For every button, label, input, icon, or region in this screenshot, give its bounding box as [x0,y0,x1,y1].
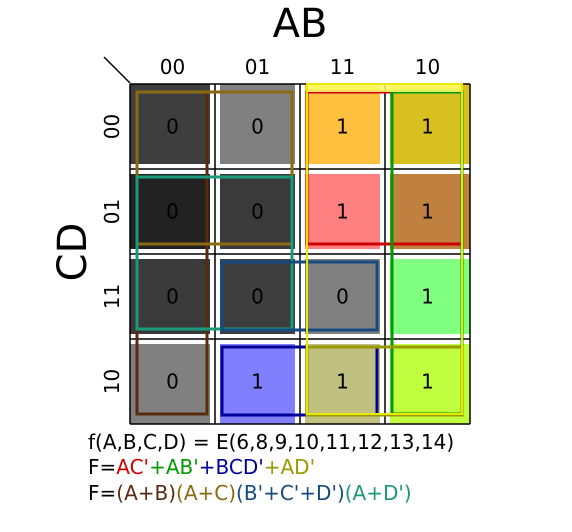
column-header-01: 01 [245,55,270,79]
group-ad-prime-top-band [307,84,462,92]
column-header-00: 00 [160,55,185,79]
cell-bg-r2-c1 [215,254,300,339]
cell-value-r0-c2: 1 [336,115,349,139]
pos-term-1: (A+B) [116,481,177,505]
cell-bg-r1-c0 [130,169,215,254]
cell-value-r1-c0: 0 [166,200,179,224]
cell-bg-r3-c3 [385,339,470,424]
cell-value-r2-c2: 0 [336,285,349,309]
group-b-c-d [220,260,379,332]
cell-bg-r2-c2 [300,254,385,339]
sop-term-2: +AB' [149,455,199,479]
groups-layer [135,83,464,417]
cell-bg-r3-c2 [300,339,385,424]
sop-formula: F=AC'+AB'+BCD'+AD' [88,455,315,479]
cell-value-r3-c0: 0 [166,370,179,394]
column-header-11: 11 [330,55,355,79]
cell-value-r2-c3: 1 [421,285,434,309]
variable-label-cd: CD [50,223,96,282]
column-header-10: 10 [415,55,440,79]
cell-value-r3-c1: 1 [251,370,264,394]
cell-bg-r1-c1 [215,169,300,254]
cell-value-r3-c2: 1 [336,370,349,394]
cell-value-r0-c1: 0 [251,115,264,139]
cell-bg-r2-c0 [130,254,215,339]
group-a-plus-c [135,90,294,246]
cell-value-r0-c0: 0 [166,115,179,139]
group-ad-prime-wrap [306,83,463,415]
cell-value-r2-c0: 0 [166,285,179,309]
cell-bg-r0-c1 [215,84,300,169]
cell-bg-r0-c2 [300,84,385,169]
function-definition: f(A,B,C,D) = E(6,8,9,10,11,12,13,14) [88,430,455,454]
group-a-plus-d [135,175,294,331]
pos-term-3: (B'+C'+D') [236,481,345,505]
sop-term-1: AC' [116,455,150,479]
row-header-11: 11 [100,284,124,309]
cell-bg-r3-c1 [215,339,300,424]
cell-value-r1-c1: 0 [251,200,264,224]
cell-bg-r0-c3 [385,84,470,169]
row-header-00: 00 [100,114,124,139]
cell-value-r0-c3: 1 [421,115,434,139]
corner-diagonal [103,56,131,84]
cell-bg-r3-c0 [130,339,215,424]
cell-value-r3-c3: 1 [421,370,434,394]
grid-layer [129,83,471,425]
cell-value-r2-c1: 0 [251,285,264,309]
row-header-10: 10 [100,369,124,394]
cell-bg-r2-c3 [385,254,470,339]
cell-bg-r1-c3 [385,169,470,254]
cell-bg-r1-c2 [300,169,385,254]
pos-term-0: F= [88,481,117,505]
pos-term-4: (A+D') [344,481,412,505]
cell-value-r1-c3: 1 [421,200,434,224]
row-header-01: 01 [100,199,124,224]
sop-term-3: +BCD' [198,455,264,479]
pos-term-2: (A+C) [176,481,237,505]
pos-formula: F=(A+B)(A+C)(B'+C'+D')(A+D') [88,481,412,505]
variable-label-ab: AB [273,1,328,47]
cells-layer [130,84,470,424]
group-bcd-prime [220,345,379,417]
cell-bg-r0-c0 [130,84,215,169]
sop-term-4: +AD' [263,455,316,479]
cell-value-r1-c2: 1 [336,200,349,224]
sop-term-0: F= [88,455,117,479]
